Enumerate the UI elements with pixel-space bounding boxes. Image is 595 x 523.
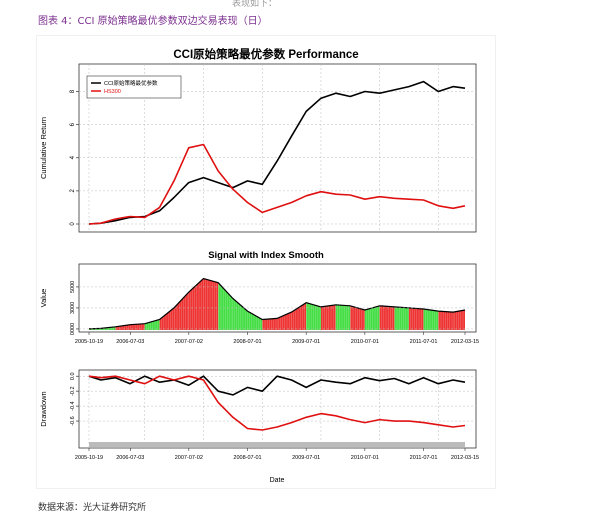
- performance-ylabel: Cumulative Return: [39, 117, 48, 179]
- signal-area-segment: [394, 306, 409, 330]
- drawdown-line-strategy: [88, 375, 466, 396]
- signal-area-segment: [129, 323, 145, 330]
- signal-area-segment: [262, 318, 278, 330]
- drawdown-xtick-label: 2005-10-19: [75, 455, 103, 461]
- drawdown-baseline-band: [89, 442, 465, 447]
- signal-area-segment: [159, 307, 175, 330]
- drawdown-xtick-label: 2009-07-01: [292, 455, 320, 461]
- signal-area-segment: [115, 324, 130, 330]
- performance-ytick-label: 4: [70, 155, 76, 159]
- chart-title-signal: Signal with Index Smooth: [208, 250, 324, 261]
- drawdown-xlabel: Date: [270, 477, 285, 484]
- signal-area-segment: [408, 307, 424, 330]
- drawdown-line-hs300: [88, 375, 466, 431]
- drawdown-xtick-label: 2008-07-01: [233, 455, 261, 461]
- signal-area-segment: [247, 311, 263, 330]
- drawdown-plot-frame: [78, 369, 477, 449]
- signal-area-segment: [232, 298, 248, 330]
- chart-svg: CCI原始策略最优参数 Performance 0 2 4 6 8 Cumulative R…: [39, 47, 479, 484]
- drawdown-ytick-label: -0.6: [70, 416, 76, 425]
- signal-area-segment: [188, 278, 204, 330]
- signal-plot-frame: [78, 263, 477, 333]
- signal-xtick-label: 2009-07-01: [292, 339, 320, 345]
- signal-area-segment: [320, 304, 336, 330]
- signal-area-segment: [203, 278, 219, 330]
- series-line-hs300: [88, 143, 466, 225]
- signal-ytick-label: 0000: [70, 323, 76, 335]
- signal-ytick-label: 5000: [70, 281, 76, 293]
- chart-title-performance: CCI原始策略最优参数 Performance: [173, 47, 358, 61]
- signal-area-segment: [174, 292, 189, 330]
- signal-index-line: [88, 277, 466, 330]
- signal-ytick-label: 3000: [70, 302, 76, 314]
- drawdown-xtick-label: 2006-07-03: [116, 455, 144, 461]
- drawdown-ytick-label: -0.2: [70, 386, 76, 395]
- drawdown-xtick-label: 2011-07-01: [410, 455, 438, 461]
- drawdown-ytick-label: 0.0: [70, 372, 76, 380]
- signal-area-segment: [144, 319, 160, 330]
- signal-xtick-label: 2006-07-03: [116, 339, 144, 345]
- performance-ytick-label: 0: [70, 222, 76, 226]
- drawdown-xtick-label: 2010-07-01: [351, 455, 379, 461]
- signal-xtick-label: 2012-03-15: [451, 339, 479, 345]
- drawdown-ylabel: Drawdown: [39, 391, 48, 426]
- performance-legend-box: [86, 75, 182, 99]
- drawdown-ytick-label: -0.4: [70, 401, 76, 410]
- drawdown-xtick-label: 2012-03-15: [451, 455, 479, 461]
- signal-xtick-label: 2011-07-01: [410, 339, 438, 345]
- signal-area-segment: [291, 302, 307, 330]
- signal-ylabel: Value: [39, 289, 48, 308]
- performance-ytick-label: 8: [70, 89, 76, 93]
- performance-ytick-label: 2: [70, 189, 76, 193]
- signal-area-segment: [438, 311, 454, 330]
- chart-panel: CCI原始策略最优参数 Performance 0 2 4 6 8 Cumulative R…: [37, 36, 495, 488]
- signal-area-segment: [350, 305, 365, 330]
- signal-area-segment: [379, 305, 395, 330]
- signal-area-segment: [306, 302, 321, 330]
- source-note: 数据来源：光大证券研究所: [38, 503, 147, 513]
- series-line-strategy: [88, 80, 466, 225]
- signal-area-segment: [364, 305, 380, 330]
- top-fragment-text: 表现如下：: [232, 0, 278, 9]
- signal-area-segment: [423, 308, 439, 330]
- legend-label-0: CCI原始策略最优参数: [104, 79, 158, 87]
- signal-xtick-label: 2005-10-19: [75, 339, 103, 345]
- signal-area-segment: [453, 310, 465, 330]
- legend-label-1: HS300: [104, 89, 121, 95]
- performance-plot-frame: [78, 63, 477, 233]
- signal-area-segment: [335, 304, 351, 330]
- signal-xtick-label: 2007-07-02: [175, 339, 203, 345]
- signal-xtick-label: 2010-07-01: [351, 339, 379, 345]
- signal-area-segment: [218, 282, 233, 330]
- figure-caption: 图表 4：CCI 原始策略最优参数双边交易表现（日）: [38, 16, 268, 27]
- performance-ytick-label: 6: [70, 122, 76, 126]
- signal-xtick-label: 2008-07-01: [233, 339, 261, 345]
- signal-area-segment: [277, 312, 292, 330]
- drawdown-xtick-label: 2007-07-02: [175, 455, 203, 461]
